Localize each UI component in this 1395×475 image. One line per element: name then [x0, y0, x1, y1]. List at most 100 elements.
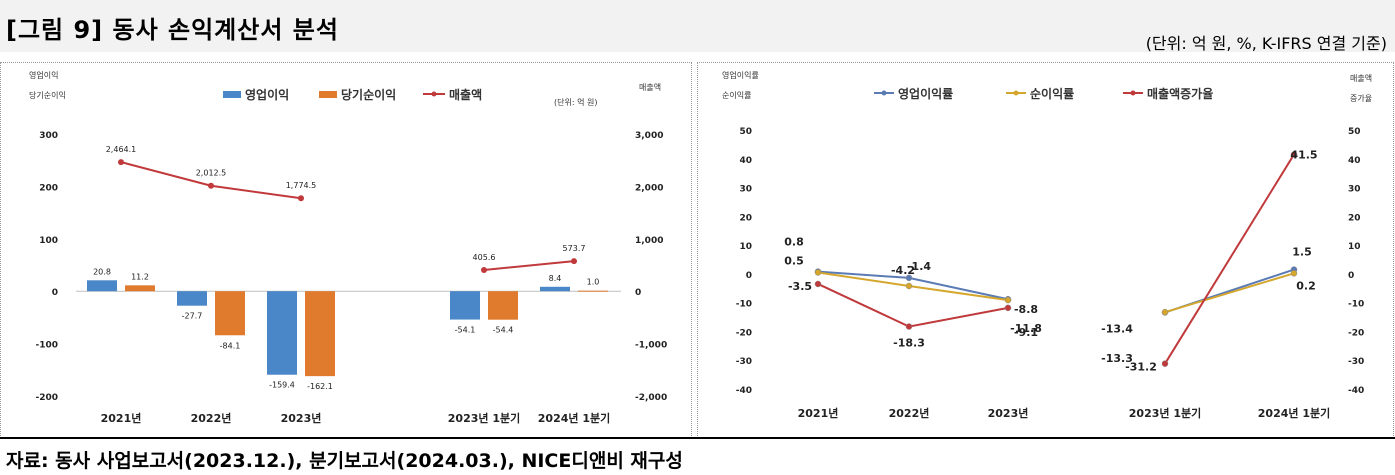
series-point-2	[1290, 151, 1298, 158]
y2-tick-label: 50	[1348, 127, 1361, 137]
series-value-label-1: -4.2	[891, 264, 915, 277]
x-tick-label: 2023년 1분기	[448, 411, 520, 425]
x-tick-label: 2021년	[101, 411, 142, 425]
legend-label-1: 당기순이익	[341, 87, 396, 102]
unit-note: (단위: 억 원, %, K-IFRS 연결 기준)	[1145, 34, 1387, 53]
y-tick-label: 30	[739, 185, 752, 195]
left-axis-label-2: 당기순이익	[29, 90, 66, 100]
legend-label-2: 매출액	[449, 87, 482, 102]
series-point-1	[814, 269, 822, 276]
x-tick-label: 2024년 1분기	[538, 411, 610, 425]
series-point-1	[1004, 296, 1012, 304]
y2-tick-label: 10	[1348, 242, 1361, 252]
y2-tick-label: 0	[635, 288, 641, 298]
left-axis-label-2: 순이익률	[722, 90, 751, 100]
series-point-0	[905, 274, 913, 282]
x-tick-label: 2023년 1분기	[1129, 406, 1201, 420]
y-tick-label: -200	[35, 393, 58, 403]
bar-0-2	[267, 291, 297, 375]
y-tick-label: -20	[736, 328, 752, 338]
sales-value-label: 1,774.5	[286, 181, 317, 190]
x-tick-label: 2024년 1분기	[1258, 406, 1330, 420]
series-value-label-2: -11.8	[1010, 322, 1042, 335]
series-value-label-2: -3.5	[788, 280, 812, 293]
series-point-2	[905, 323, 913, 330]
legend-label-0: 영업이익률	[898, 86, 953, 101]
series-point-2	[814, 280, 822, 288]
legend-swatch-1	[319, 91, 337, 98]
series-line-quarterly-2	[1164, 153, 1295, 365]
y-tick-label: 0	[52, 288, 58, 298]
y-tick-label: 100	[39, 236, 58, 246]
y-tick-label: -100	[35, 341, 58, 351]
series-value-label-0: 1.5	[1292, 246, 1312, 259]
bar-value-label: 1.0	[587, 278, 600, 287]
series-value-label-0: 0.8	[784, 236, 804, 249]
sales-point	[298, 195, 304, 202]
y-tick-label: 20	[739, 213, 752, 223]
series-value-label-1: -13.3	[1101, 352, 1133, 365]
left-chart-panel: 영업이익 당기순이익 매출액 (단위: 억 원) 영업이익 당기순이익 매출액 300 200 1…	[0, 62, 692, 438]
left-axis-label-1: 영업이익률	[722, 70, 759, 80]
legend-marker-1	[1013, 90, 1019, 96]
series-value-label-0: -1.4	[907, 260, 931, 273]
legend-label-0: 영업이익	[245, 87, 289, 102]
sales-value-label: 405.6	[473, 253, 496, 262]
legend-label-2: 매출액증가율	[1147, 86, 1213, 101]
series-value-label-1: 0.5	[784, 254, 804, 267]
bar-1-1	[215, 291, 245, 336]
sales-point	[208, 182, 214, 189]
sales-value-label: 2,464.1	[106, 145, 137, 154]
series-value-label-2: 41.5	[1290, 148, 1317, 161]
bar-1-4	[578, 290, 608, 292]
y2-tick-label: 20	[1348, 213, 1361, 223]
y-tick-label: -30	[736, 357, 752, 367]
y2-tick-label: 0	[1348, 271, 1354, 281]
right-axis-label-2: 증가율	[1350, 94, 1372, 103]
series-point-2	[1004, 304, 1012, 312]
legend-label-1: 순이익률	[1030, 86, 1074, 101]
y2-tick-label: 1,000	[635, 236, 663, 246]
series-line-quarterly-1	[1164, 272, 1295, 314]
legend-marker-sales	[431, 91, 437, 97]
series-value-label-2: -31.2	[1125, 361, 1157, 374]
sales-point	[118, 159, 124, 166]
sales-value-label: 573.7	[563, 244, 586, 253]
sales-value-label: 2,012.5	[196, 169, 227, 178]
title-bar	[0, 0, 1395, 52]
bar-0-3	[450, 291, 480, 320]
y2-tick-label: -40	[1348, 386, 1364, 396]
y-tick-label: 200	[39, 183, 58, 193]
y-tick-label: 40	[739, 156, 752, 166]
bar-0-4	[540, 286, 570, 292]
y-tick-label: 10	[739, 242, 752, 252]
sales-point	[571, 258, 577, 265]
bar-value-label: 8.4	[549, 274, 562, 283]
bar-0-1	[177, 291, 207, 306]
right-axis-label: 매출액	[639, 82, 661, 92]
y-tick-label: -10	[736, 300, 752, 310]
y-tick-label: -40	[736, 386, 752, 396]
bar-1-0	[125, 285, 155, 292]
y2-tick-label: 3,000	[635, 131, 663, 141]
sales-point	[481, 266, 487, 273]
bar-value-label: -27.7	[182, 312, 203, 321]
y-tick-label: 0	[746, 271, 752, 281]
bar-value-label: -159.4	[269, 381, 295, 390]
right-chart-panel: 영업이익률 순이익률 매출액 증가율 영업이익률 순이익률 매출액증가율 50 50 40 40 30…	[697, 62, 1394, 438]
series-value-label-1: -9.1	[1014, 326, 1038, 339]
x-tick-label: 2022년	[889, 406, 930, 420]
bar-value-label: -162.1	[307, 382, 333, 391]
bar-value-label: 11.2	[131, 272, 149, 281]
footer-divider	[0, 437, 1395, 439]
y2-tick-label: 30	[1348, 185, 1361, 195]
y2-tick-label: -10	[1348, 300, 1364, 310]
series-value-label-2: -18.3	[893, 337, 925, 350]
bar-value-label: -54.4	[493, 326, 514, 335]
y2-tick-label: -1,000	[635, 341, 667, 351]
right-axis-label-1: 매출액	[1350, 73, 1372, 83]
y2-tick-label: 2,000	[635, 183, 663, 193]
series-value-label-0: -13.4	[1101, 322, 1133, 335]
